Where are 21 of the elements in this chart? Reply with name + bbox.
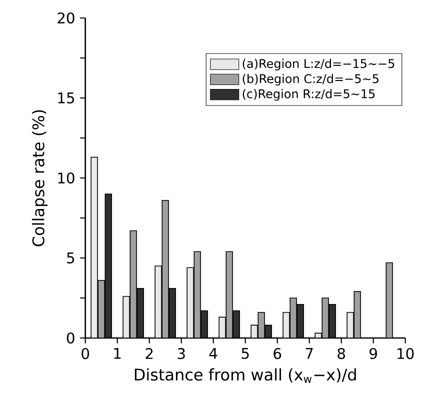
x-tick-label: 6 <box>274 348 282 360</box>
legend-label: (b)Region C:z/d=−5∼5 <box>242 74 378 86</box>
x-tick-label: 2 <box>146 348 153 359</box>
x-tick-label: 3 <box>178 348 185 360</box>
y-tick-label: 10 <box>58 172 74 184</box>
x-tick-label: 10 <box>398 348 414 360</box>
y-axis-title: Collapse rate (%) <box>32 110 48 246</box>
y-tick-label: 15 <box>58 92 74 104</box>
x-tick-label: 0 <box>82 348 90 360</box>
y-tick-label: 5 <box>67 252 74 264</box>
x-tick-label: 4 <box>209 348 218 359</box>
x-tick-label: 1 <box>114 348 121 359</box>
x-tick-label: 9 <box>370 348 377 360</box>
x-tick-label: 5 <box>242 348 249 359</box>
legend-label: (a)Region L:z/d=−15∼−5 <box>242 58 394 70</box>
y-tick-label: 0 <box>66 332 74 344</box>
x-tick-label: 8 <box>338 348 345 360</box>
x-axis-title: Distance from wall (x$_{w}$−x)/d <box>134 368 356 383</box>
legend-label: (c)Region R:z/d=5∼15 <box>242 89 375 101</box>
x-tick-label: 7 <box>306 348 313 359</box>
y-tick-label: 20 <box>58 12 74 24</box>
